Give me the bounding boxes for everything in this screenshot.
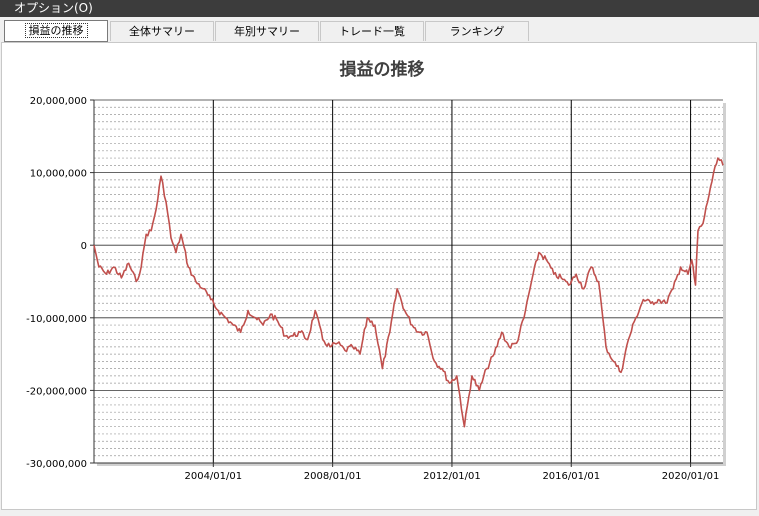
- tab-pnl-trend[interactable]: 損益の推移: [4, 20, 108, 42]
- status-strip: [0, 511, 759, 516]
- y-tick-label: -20,000,000: [26, 386, 87, 397]
- tab-label: 全体サマリー: [129, 25, 195, 38]
- plot-area: [94, 100, 723, 463]
- x-tick-label: 2008/01/01: [304, 471, 362, 482]
- pnl-series-line: [93, 157, 724, 428]
- tab-label: トレード一覧: [339, 25, 405, 38]
- y-tick-label: 0: [81, 241, 87, 252]
- y-tick-label: -30,000,000: [26, 459, 87, 470]
- tab-label: 損益の推移: [24, 23, 88, 38]
- tab-label: 年別サマリー: [234, 25, 300, 38]
- pnl-chart: 損益の推移 20,000,000 10,000,000 0 -10,000,000 -2…: [26, 59, 726, 482]
- x-tick-label: 2004/01/01: [184, 471, 242, 482]
- x-tick-label: 2012/01/01: [423, 471, 481, 482]
- chart-panel: 損益の推移 20,000,000 10,000,000 0 -10,000,000 -2…: [1, 42, 757, 510]
- y-tick-label: -10,000,000: [26, 314, 87, 325]
- tab-ranking[interactable]: ランキング: [425, 21, 529, 41]
- options-menu[interactable]: オプション(O): [14, 1, 93, 15]
- y-tick-label: 10,000,000: [30, 169, 87, 180]
- tab-strip: 損益の推移 全体サマリー 年別サマリー トレード一覧 ランキング: [0, 20, 759, 43]
- tab-yearly-summary[interactable]: 年別サマリー: [215, 21, 319, 41]
- chart-title: 損益の推移: [340, 59, 425, 80]
- tab-label: ランキング: [449, 25, 505, 38]
- y-tick-label: 20,000,000: [30, 96, 87, 107]
- tab-overall-summary[interactable]: 全体サマリー: [110, 21, 214, 41]
- tab-trade-list[interactable]: トレード一覧: [320, 21, 424, 41]
- x-tick-label: 2020/01/01: [662, 471, 720, 482]
- menu-bar: オプション(O): [0, 0, 759, 17]
- x-tick-label: 2016/01/01: [542, 471, 600, 482]
